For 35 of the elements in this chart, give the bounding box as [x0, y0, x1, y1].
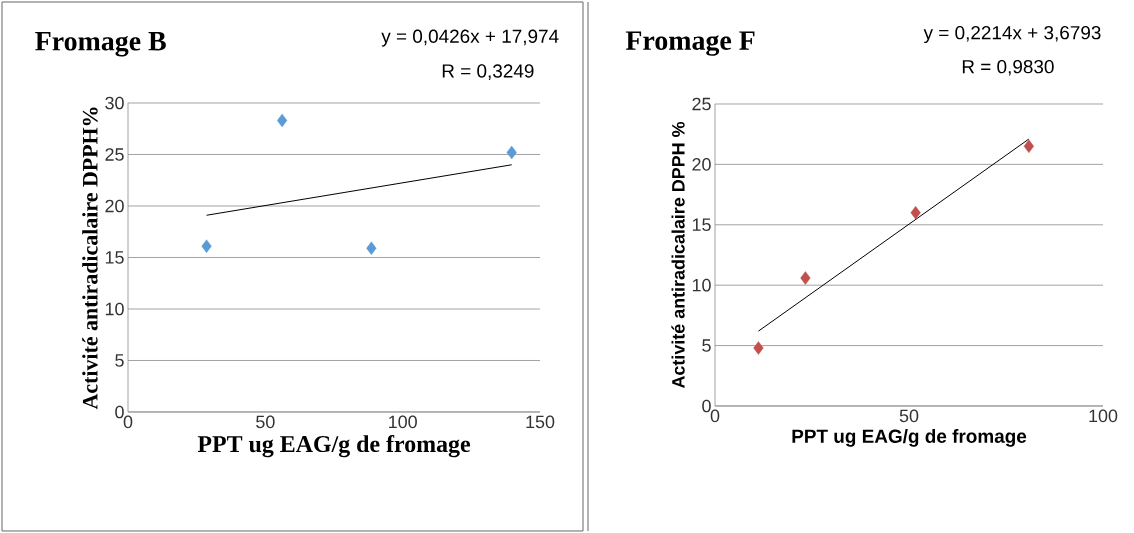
y-tick-label: 25: [692, 97, 711, 111]
y-tick-label: 5: [115, 354, 124, 367]
x-tick-label: 50: [256, 415, 275, 429]
x-axis-title: PPT ug EAG/g de fromage: [197, 435, 470, 458]
y-axis-title: Activité antiradicalaire DPPH %: [671, 121, 685, 389]
y-tick-label: 15: [692, 218, 711, 232]
chart-title: Fromage B: [35, 32, 166, 57]
text: y = 0,2214x + 3,6793: [923, 25, 1101, 44]
y-tick-label: 20: [692, 158, 711, 171]
y-tick-label: 30: [105, 96, 124, 110]
text: R = 0,3249: [442, 64, 534, 80]
x-tick-label: 150: [526, 415, 555, 429]
x-tick-label: 100: [389, 415, 417, 429]
point: [201, 239, 212, 253]
x-tick-label: 50: [899, 409, 919, 423]
y-tick-label: 25: [105, 148, 124, 161]
point: [753, 341, 764, 355]
text: y = 0,0426x + 17,974: [381, 29, 559, 47]
x-axis-title: PPT ug EAG/g de fromage: [792, 429, 1027, 447]
y-tick-label: 0: [702, 399, 711, 413]
point: [800, 271, 811, 285]
text: R = 0,9830: [962, 59, 1054, 76]
point: [506, 145, 517, 160]
y-axis-title: Activité antiradicalaire DPPH%: [82, 107, 98, 410]
y-tick-label: 10: [692, 278, 711, 292]
point: [1023, 139, 1034, 153]
point: [277, 113, 288, 128]
y-tick-label: 5: [702, 339, 711, 352]
point: [910, 206, 921, 220]
y-tick-label: 15: [105, 251, 124, 264]
y-tick-label: 10: [105, 302, 124, 316]
y-tick-label: 20: [105, 199, 124, 213]
point: [366, 241, 377, 255]
chart-title: Fromage F: [625, 31, 755, 56]
x-tick-label: 100: [1089, 409, 1118, 423]
